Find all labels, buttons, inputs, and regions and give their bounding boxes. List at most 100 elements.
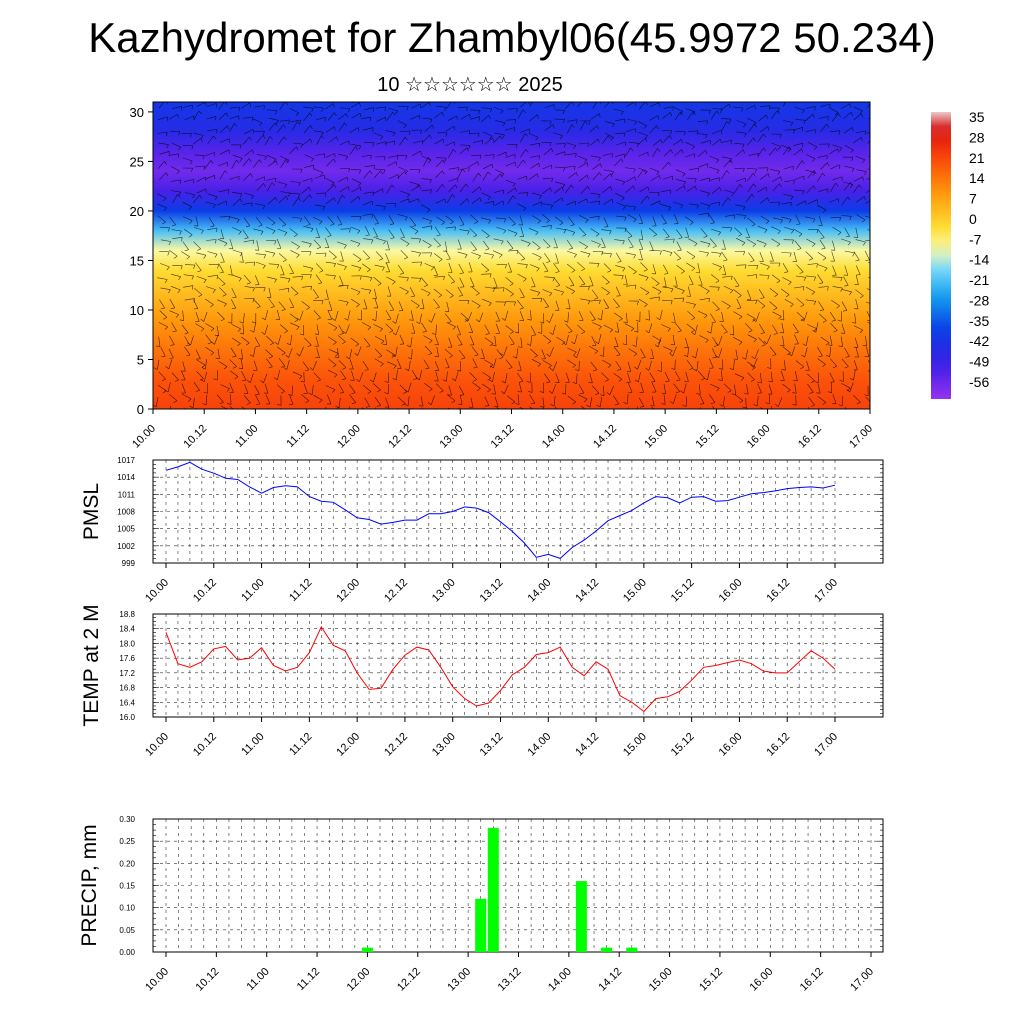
panel-background xyxy=(153,614,883,717)
x-tick-label: 10.00 xyxy=(143,731,171,759)
x-tick-label: 15.12 xyxy=(669,577,697,605)
y-tick-label: 10 xyxy=(130,303,144,318)
x-tick-label: 13.12 xyxy=(478,731,506,759)
x-tick-label: 13.12 xyxy=(489,423,517,451)
colorbar: 35 28 21 14 7 0 -7 -14 -21 -28 -35 -42 -49 -56 xyxy=(931,109,989,399)
precip-panel: 0.30 0.25 0.20 0.15 0.10 0.05 0.00 10.00 10.12 11… xyxy=(78,815,884,994)
y-tick-label: 20 xyxy=(130,204,144,219)
grid xyxy=(153,819,883,952)
colorbar-label: -35 xyxy=(969,313,989,329)
x-tick-label: 15.00 xyxy=(621,577,649,605)
precip-bar xyxy=(626,947,638,952)
x-tick-label: 12.12 xyxy=(386,423,414,451)
x-tick-label: 15.12 xyxy=(694,423,722,451)
colorbar-label: 0 xyxy=(969,211,977,227)
x-tick-label: 13.00 xyxy=(445,966,473,994)
y-tick-label: 25 xyxy=(130,154,144,169)
colorbar-label: -56 xyxy=(969,374,989,390)
precip-bar xyxy=(601,947,613,952)
y-tick-label: 18.4 xyxy=(119,625,135,634)
y-tick-label: 30 xyxy=(130,105,144,120)
y-tick-label: 15 xyxy=(130,253,144,268)
y-tick-label: 999 xyxy=(122,559,136,568)
x-tick-label: 11.00 xyxy=(233,423,260,450)
x-tick-label: 16.00 xyxy=(747,966,775,994)
x-tick-label: 11.00 xyxy=(239,577,266,604)
x-tick-label: 15.00 xyxy=(642,423,670,451)
x-tick-label: 17.00 xyxy=(847,423,875,451)
y-tick-label: 16.0 xyxy=(119,713,135,722)
x-tick-label: 10.12 xyxy=(194,966,222,994)
y-tick-label: 18.0 xyxy=(119,639,135,648)
x-tick-label: 13.00 xyxy=(430,731,458,759)
colorbar-scale xyxy=(931,112,951,399)
x-tick-label: 15.00 xyxy=(621,731,649,759)
x-tick-label: 16.00 xyxy=(745,423,773,451)
y-tick-label: 1017 xyxy=(117,456,135,465)
temp-panel: 18.8 18.4 18.0 17.6 17.2 16.8 16.4 16.0 10.00 10.… xyxy=(80,604,884,759)
y-tick-label: 16.4 xyxy=(119,698,135,707)
colorbar-label: -28 xyxy=(969,292,989,308)
x-tick-label: 17.00 xyxy=(848,966,876,994)
x-tick-label: 13.12 xyxy=(478,577,506,605)
x-tick-label: 14.00 xyxy=(540,423,568,451)
y-tick-label: 0.05 xyxy=(119,926,135,935)
y-tick-label: 0 xyxy=(137,402,144,417)
x-tick-label: 11.12 xyxy=(287,577,314,604)
x-tick-label: 14.12 xyxy=(573,577,601,605)
x-tick-label: 10.12 xyxy=(191,731,219,759)
x-tick-label: 16.12 xyxy=(798,966,826,994)
temp-line xyxy=(165,625,836,713)
x-tick-label: 12.12 xyxy=(395,966,423,994)
x-tick-label: 12.12 xyxy=(382,577,410,605)
x-tick-label: 15.12 xyxy=(697,966,725,994)
x-tick-label: 12.00 xyxy=(335,423,363,451)
colorbar-label: 35 xyxy=(969,109,985,125)
x-tick-label: 10.00 xyxy=(130,423,158,451)
precip-bar xyxy=(475,898,487,952)
y-tick-label: 0.10 xyxy=(119,904,135,913)
chart-title: Kazhydromet for Zhambyl06(45.9972 50.234… xyxy=(88,14,936,61)
y-tick-label: 1014 xyxy=(117,473,135,482)
precip-bar xyxy=(575,881,587,952)
x-tick-label: 16.00 xyxy=(717,731,745,759)
x-tick-label: 10.00 xyxy=(143,577,171,605)
x-tick-label: 14.00 xyxy=(525,577,553,605)
x-tick-label: 16.12 xyxy=(796,423,824,451)
y-tick-label: 1005 xyxy=(117,525,135,534)
y-axis-label: PMSL xyxy=(80,483,103,540)
colorbar-label: 7 xyxy=(969,191,977,207)
temperature-field xyxy=(153,102,870,409)
colorbar-label: 14 xyxy=(969,170,985,186)
x-tick-label: 12.12 xyxy=(382,731,410,759)
x-tick-label: 12.00 xyxy=(345,966,373,994)
x-tick-label: 13.00 xyxy=(437,423,465,451)
x-tick-label: 17.00 xyxy=(812,731,840,759)
chart-subtitle: 10 ☆☆☆☆☆☆ 2025 xyxy=(377,74,563,96)
precip-bar xyxy=(361,947,373,952)
x-tick-label: 16.12 xyxy=(764,577,792,605)
colorbar-label: -49 xyxy=(969,354,989,370)
y-tick-label: 17.2 xyxy=(119,669,135,678)
x-tick-label: 12.00 xyxy=(334,731,362,759)
x-tick-label: 11.00 xyxy=(244,966,271,993)
pmsl-panel: 1017 1014 1011 1008 1005 1002 999 10.00 10.12 11.… xyxy=(80,456,884,605)
y-tick-label: 0.25 xyxy=(119,837,135,846)
x-tick-label: 10.12 xyxy=(181,423,209,451)
y-tick-label: 1002 xyxy=(117,542,135,551)
x-tick-label: 14.12 xyxy=(591,423,619,451)
colorbar-label: -42 xyxy=(969,333,989,349)
x-tick-label: 13.12 xyxy=(496,966,524,994)
colorbar-label: -7 xyxy=(969,231,982,247)
y-tick-label: 1008 xyxy=(117,508,135,517)
x-tick-label: 16.12 xyxy=(764,731,792,759)
colorbar-label: 21 xyxy=(969,150,985,166)
x-tick-label: 17.00 xyxy=(812,577,840,605)
pmsl-line xyxy=(165,461,836,559)
x-tick-label: 14.12 xyxy=(573,731,601,759)
x-tick-label: 15.00 xyxy=(647,966,675,994)
x-tick-label: 10.00 xyxy=(143,966,171,994)
y-axis-label: TEMP at 2 M xyxy=(80,604,103,726)
y-tick-label: 1011 xyxy=(118,490,136,499)
